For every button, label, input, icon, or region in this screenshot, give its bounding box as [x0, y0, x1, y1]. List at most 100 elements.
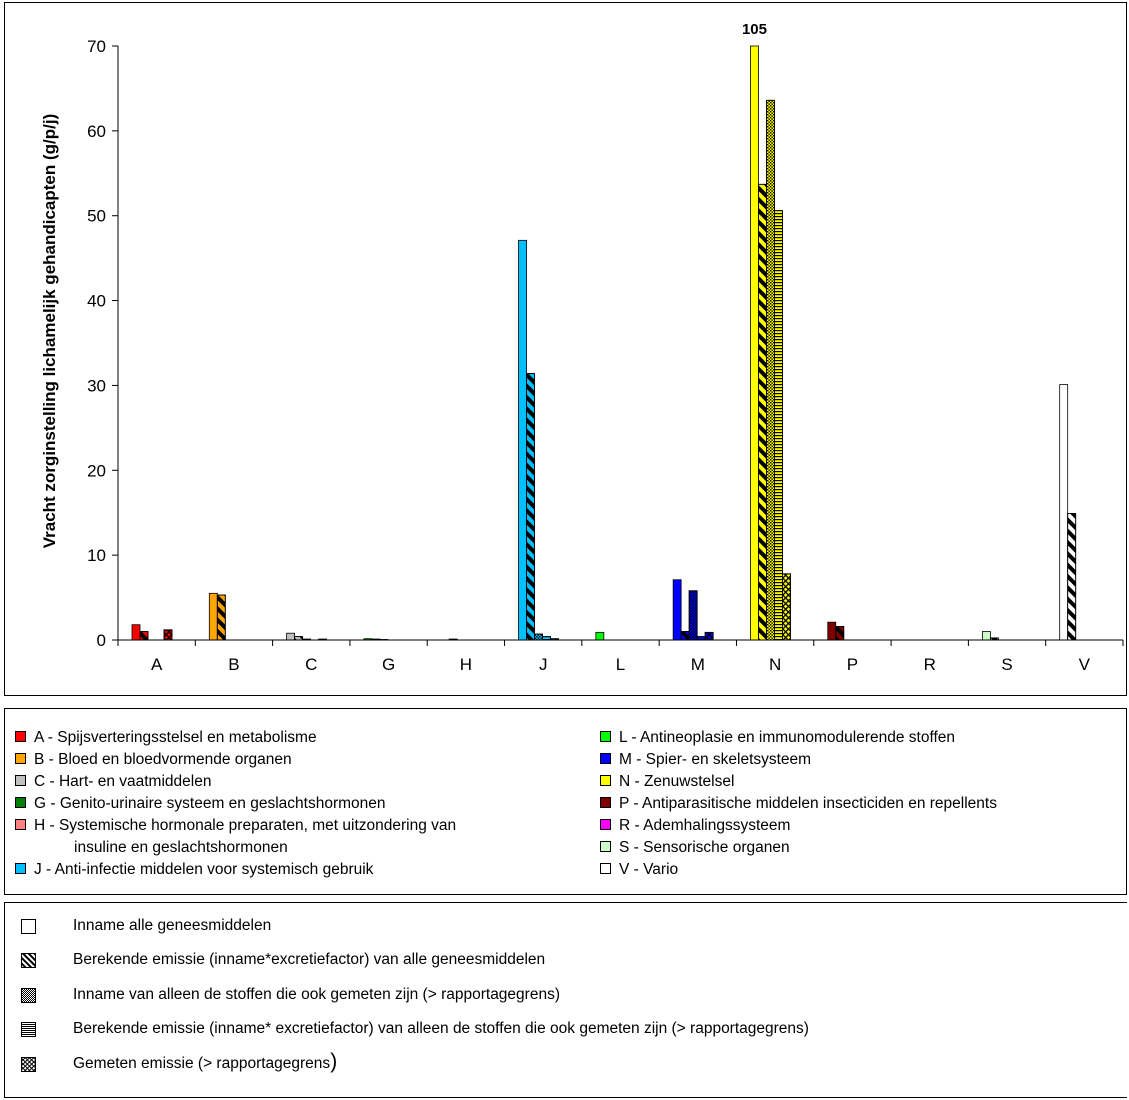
legend-swatch — [600, 819, 611, 830]
pattern-legend-label: Gemeten emissie (> rapportagegrens) — [73, 1050, 338, 1073]
y-axis-label: Vracht zorginstelling lichamelijk gehand… — [40, 114, 59, 549]
x-tick-label-N: N — [769, 655, 781, 674]
legend-swatch — [15, 863, 26, 874]
legend-swatch — [600, 731, 611, 742]
pattern-swatch-diag — [21, 953, 36, 968]
bar-pattern-J-series-3 — [534, 633, 543, 641]
legend-item-right-6: V - Vario — [596, 859, 997, 881]
bar-pattern-V-series-2 — [1067, 513, 1077, 641]
bar-pattern-N-series-5 — [782, 573, 791, 641]
bar-pattern-N-series-3 — [766, 99, 775, 641]
legend-swatch — [600, 841, 611, 852]
bar-pattern-N-series-2 — [758, 183, 767, 641]
x-tick-label-L: L — [616, 655, 625, 674]
y-tick-label-30: 30 — [87, 376, 106, 395]
legend-label: N - Zenuwstelsel — [619, 773, 735, 790]
category-legend-right: L - Antineoplasie en immunomodulerende s… — [596, 727, 997, 881]
bar-pattern-M-series-5 — [704, 631, 714, 641]
y-tick-label-10: 10 — [87, 546, 106, 565]
bars-group — [131, 45, 1077, 641]
bar-pattern-J-series-2 — [526, 373, 535, 641]
y-tick-label-50: 50 — [87, 207, 106, 226]
legend-swatch — [600, 753, 611, 764]
bar-V-series-1 — [1059, 384, 1069, 641]
bar-pattern-A-series-5 — [163, 629, 173, 641]
legend-swatch — [600, 863, 611, 874]
pattern-swatch-solid — [21, 919, 36, 934]
legend-swatch — [15, 797, 26, 808]
legend-swatch — [600, 797, 611, 808]
bar-S-series-1 — [981, 631, 991, 641]
bar-pattern-M-series-4 — [696, 636, 706, 641]
bar-annotation-N: 105 — [742, 21, 767, 38]
y-tick-label-0: 0 — [97, 631, 106, 650]
x-tick-label-R: R — [924, 655, 936, 674]
pattern-swatch-horiz — [21, 1022, 36, 1037]
legend-swatch — [15, 775, 26, 786]
legend-item-left-3: G - Genito-urinaire systeem en geslachts… — [11, 793, 599, 815]
legend-item-right-2: N - Zenuwstelsel — [596, 771, 997, 793]
bar-pattern-M-series-2 — [680, 631, 690, 641]
x-tick-label-B: B — [228, 655, 239, 674]
legend-label: R - Ademhalingssysteem — [619, 817, 791, 834]
legend-label: C - Hart- en vaatmiddelen — [34, 773, 212, 790]
bar-C-series-1 — [286, 632, 296, 641]
legend-item-left-4: H - Systemische hormonale preparaten, me… — [11, 815, 599, 859]
y-tick-label-20: 20 — [87, 461, 106, 480]
legend-swatch — [15, 731, 26, 742]
legend-item-right-3: P - Antiparasitische middelen insecticid… — [596, 793, 997, 815]
bar-pattern-N-series-4 — [774, 210, 783, 641]
legend-item-left-0: A - Spijsverteringsstelsel en metabolism… — [11, 727, 599, 749]
legend-swatch — [15, 753, 26, 764]
chart-frame: 105 0 10 20 30 40 50 60 70 A B C G H J L M N P R S V Vracht zo… — [4, 2, 1127, 696]
legend-label: V - Vario — [619, 861, 679, 878]
legend-label: A - Spijsverteringsstelsel en metabolism… — [34, 729, 317, 746]
legend-item-left-5: J - Anti-infectie middelen voor systemis… — [11, 859, 599, 881]
legend-item-right-4: R - Ademhalingssysteem — [596, 815, 997, 837]
pattern-legend-label: Inname alle geneesmiddelen — [73, 917, 272, 934]
pattern-legend-label: Berekende emissie (inname* excretiefacto… — [73, 1020, 809, 1037]
x-tick-label-C: C — [305, 655, 317, 674]
x-tick-label-P: P — [847, 655, 858, 674]
legend-label: J - Anti-infectie middelen voor systemis… — [34, 861, 374, 878]
legend-label: L - Antineoplasie en immunomodulerende s… — [619, 729, 956, 746]
pattern-legend-label: Berekende emissie (inname*excretiefactor… — [73, 951, 546, 968]
y-tick-label-40: 40 — [87, 292, 106, 311]
pattern-swatch-dense — [21, 988, 36, 1003]
x-tick-label-H: H — [460, 655, 472, 674]
category-legend-left: A - Spijsverteringsstelsel en metabolism… — [11, 727, 599, 881]
legend-label-continued: insuline en geslachtshormonen — [74, 839, 288, 856]
bar-pattern-J-series-4 — [542, 636, 551, 641]
bar-pattern-P-series-2 — [835, 626, 845, 641]
bar-L-series-1 — [595, 631, 605, 641]
y-tick-label-70: 70 — [87, 37, 106, 56]
bar-pattern-A-series-2 — [139, 631, 149, 641]
x-tick-label-V: V — [1079, 655, 1091, 674]
bar-B-series-1 — [208, 592, 218, 641]
bar-J-series-1 — [518, 239, 527, 641]
category-legend: A - Spijsverteringsstelsel en metabolism… — [4, 708, 1127, 895]
bar-pattern-C-series-2 — [294, 636, 304, 641]
legend-label: B - Bloed en bloedvormende organen — [34, 751, 292, 768]
pattern-swatch-cross — [21, 1057, 36, 1072]
bar-pattern-B-series-2 — [216, 594, 226, 641]
legend-item-right-0: L - Antineoplasie en immunomodulerende s… — [596, 727, 997, 749]
bar-N-series-1 — [750, 45, 759, 641]
bar-M-series-1 — [672, 579, 682, 641]
x-tick-label-A: A — [151, 655, 163, 674]
bar-pattern-M-series-3 — [688, 590, 698, 641]
legend-swatch — [15, 819, 26, 830]
legend-label: M - Spier- en skeletsysteem — [619, 751, 812, 768]
legend-label: G - Genito-urinaire systeem en geslachts… — [34, 795, 386, 812]
pattern-legend: Inname alle geneesmiddelen Berekende emis… — [4, 902, 1127, 1098]
legend-label: P - Antiparasitische middelen insecticid… — [619, 795, 997, 812]
pattern-legend-label: Inname van alleen de stoffen die ook gem… — [73, 986, 560, 1003]
x-tick-label-M: M — [691, 655, 705, 674]
legend-item-left-1: B - Bloed en bloedvormende organen — [11, 749, 599, 771]
legend-item-right-1: M - Spier- en skeletsysteem — [596, 749, 997, 771]
bar-P-series-1 — [827, 621, 837, 641]
legend-item-left-2: C - Hart- en vaatmiddelen — [11, 771, 599, 793]
legend-label: H - Systemische hormonale preparaten, me… — [34, 817, 457, 834]
x-tick-label-J: J — [539, 655, 548, 674]
legend-label: S - Sensorische organen — [619, 839, 790, 856]
